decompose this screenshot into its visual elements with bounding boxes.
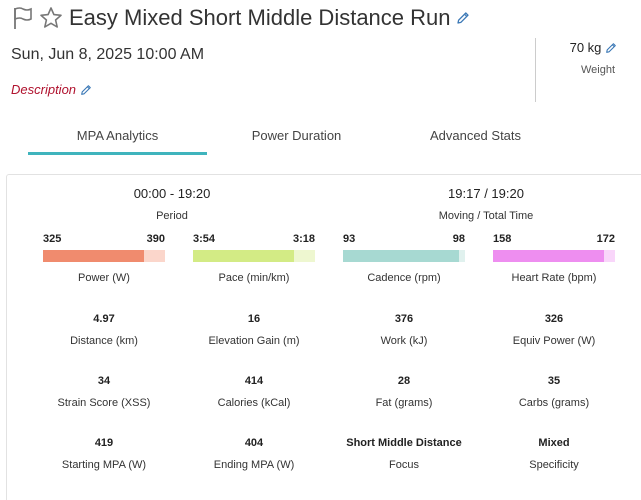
- stat-label: Distance (km): [70, 335, 138, 347]
- gauge-bar: [43, 250, 165, 262]
- gauge-bar: [493, 250, 615, 262]
- gauge-low-value: 325: [43, 233, 62, 245]
- gauge-label: Power (W): [78, 272, 130, 284]
- stat-elevation-gain: 16 Elevation Gain (m): [179, 313, 329, 347]
- stat-label: Carbs (grams): [518, 397, 590, 409]
- gauge-fill: [43, 250, 145, 262]
- stat-label: Starting MPA (W): [61, 459, 147, 471]
- stat-label: Fat (grams): [375, 397, 433, 409]
- stat-label: Ending MPA (W): [213, 459, 295, 471]
- flag-icon[interactable]: [12, 6, 34, 30]
- analysis-tabs: MPA Analytics Power Duration Advanced St…: [0, 120, 641, 160]
- active-tab-indicator: [28, 152, 207, 155]
- stat-carbs: 35 Carbs (grams): [479, 375, 629, 409]
- gauge-high-value: 172: [596, 233, 615, 245]
- stat-strain-score: 34 Strain Score (XSS): [29, 375, 179, 409]
- period-value: 00:00 - 19:20: [133, 186, 211, 201]
- edit-weight-pencil-icon[interactable]: [605, 42, 617, 54]
- gauge-low-value: 158: [493, 233, 512, 245]
- weight-label: Weight: [580, 64, 616, 76]
- gauge-label: Pace (min/km): [218, 272, 290, 284]
- stat-value: 16: [247, 313, 261, 325]
- stat-label: Equiv Power (W): [512, 335, 596, 347]
- stat-label: Strain Score (XSS): [57, 397, 151, 409]
- edit-description-pencil-icon[interactable]: [80, 84, 92, 96]
- stat-ending-mpa: 404 Ending MPA (W): [179, 437, 329, 471]
- stat-value: 414: [244, 375, 264, 387]
- tab-advanced-stats[interactable]: Advanced Stats: [429, 128, 522, 143]
- stat-value: 4.97: [93, 313, 115, 325]
- weight-value[interactable]: 70 kg: [546, 40, 641, 55]
- period-label: Period: [156, 210, 188, 222]
- weight-value-text: 70 kg: [569, 40, 602, 55]
- gauge-bar: [193, 250, 315, 262]
- stat-work: 376 Work (kJ): [329, 313, 479, 347]
- stat-label: Elevation Gain (m): [208, 335, 300, 347]
- stat-distance: 4.97 Distance (km): [29, 313, 179, 347]
- stat-value: 404: [244, 437, 264, 449]
- stat-value: 376: [394, 313, 414, 325]
- stat-specificity: Mixed Specificity: [479, 437, 629, 471]
- gauge-bar: [343, 250, 465, 262]
- description-label: Description: [11, 82, 77, 97]
- edit-title-pencil-icon[interactable]: [456, 11, 470, 25]
- gauge-low-value: 3:54: [193, 233, 216, 245]
- gauge-remainder: [458, 250, 465, 262]
- stat-label: Calories (kCal): [217, 397, 291, 409]
- stat-focus: Short Middle Distance Focus: [329, 437, 479, 471]
- stat-value: 28: [397, 375, 411, 387]
- header-divider: [535, 38, 536, 102]
- moving-time-label: Moving / Total Time: [438, 210, 534, 222]
- stat-starting-mpa: 419 Starting MPA (W): [29, 437, 179, 471]
- tab-power-duration[interactable]: Power Duration: [251, 128, 342, 143]
- gauge-remainder: [294, 250, 315, 262]
- stat-equiv-power: 326 Equiv Power (W): [479, 313, 629, 347]
- stat-value: Mixed: [538, 437, 570, 449]
- stat-value: 35: [547, 375, 561, 387]
- activity-header: Easy Mixed Short Middle Distance Run Sun…: [0, 0, 641, 110]
- gauge-high-value: 3:18: [292, 233, 315, 245]
- stat-fat: 28 Fat (grams): [329, 375, 479, 409]
- tab-mpa-analytics[interactable]: MPA Analytics: [76, 128, 159, 143]
- gauge-label: Cadence (rpm): [367, 272, 441, 284]
- gauge-fill: [493, 250, 605, 262]
- gauge-low-value: 93: [343, 233, 356, 245]
- star-icon[interactable]: [39, 6, 63, 30]
- activity-title: Easy Mixed Short Middle Distance Run: [69, 5, 451, 30]
- stat-label: Specificity: [529, 459, 579, 471]
- analytics-panel: [6, 174, 641, 500]
- stat-label: Work (kJ): [380, 335, 428, 347]
- description-link[interactable]: Description: [11, 82, 92, 97]
- stat-value: 34: [97, 375, 111, 387]
- stat-label: Focus: [389, 459, 419, 471]
- stat-calories: 414 Calories (kCal): [179, 375, 329, 409]
- gauge-fill: [343, 250, 459, 262]
- gauge-remainder: [604, 250, 615, 262]
- title-row: Easy Mixed Short Middle Distance Run: [12, 5, 470, 31]
- gauge-label: Heart Rate (bpm): [511, 272, 597, 284]
- stat-value: 326: [544, 313, 564, 325]
- gauge-high-value: 98: [452, 233, 465, 245]
- gauge-high-value: 390: [146, 233, 165, 245]
- gauge-fill: [193, 250, 295, 262]
- gauge-remainder: [144, 250, 165, 262]
- activity-date: Sun, Jun 8, 2025 10:00 AM: [11, 46, 205, 63]
- stat-value: 419: [94, 437, 114, 449]
- stat-value: Short Middle Distance: [346, 437, 462, 449]
- moving-time-value: 19:17 / 19:20: [448, 186, 524, 201]
